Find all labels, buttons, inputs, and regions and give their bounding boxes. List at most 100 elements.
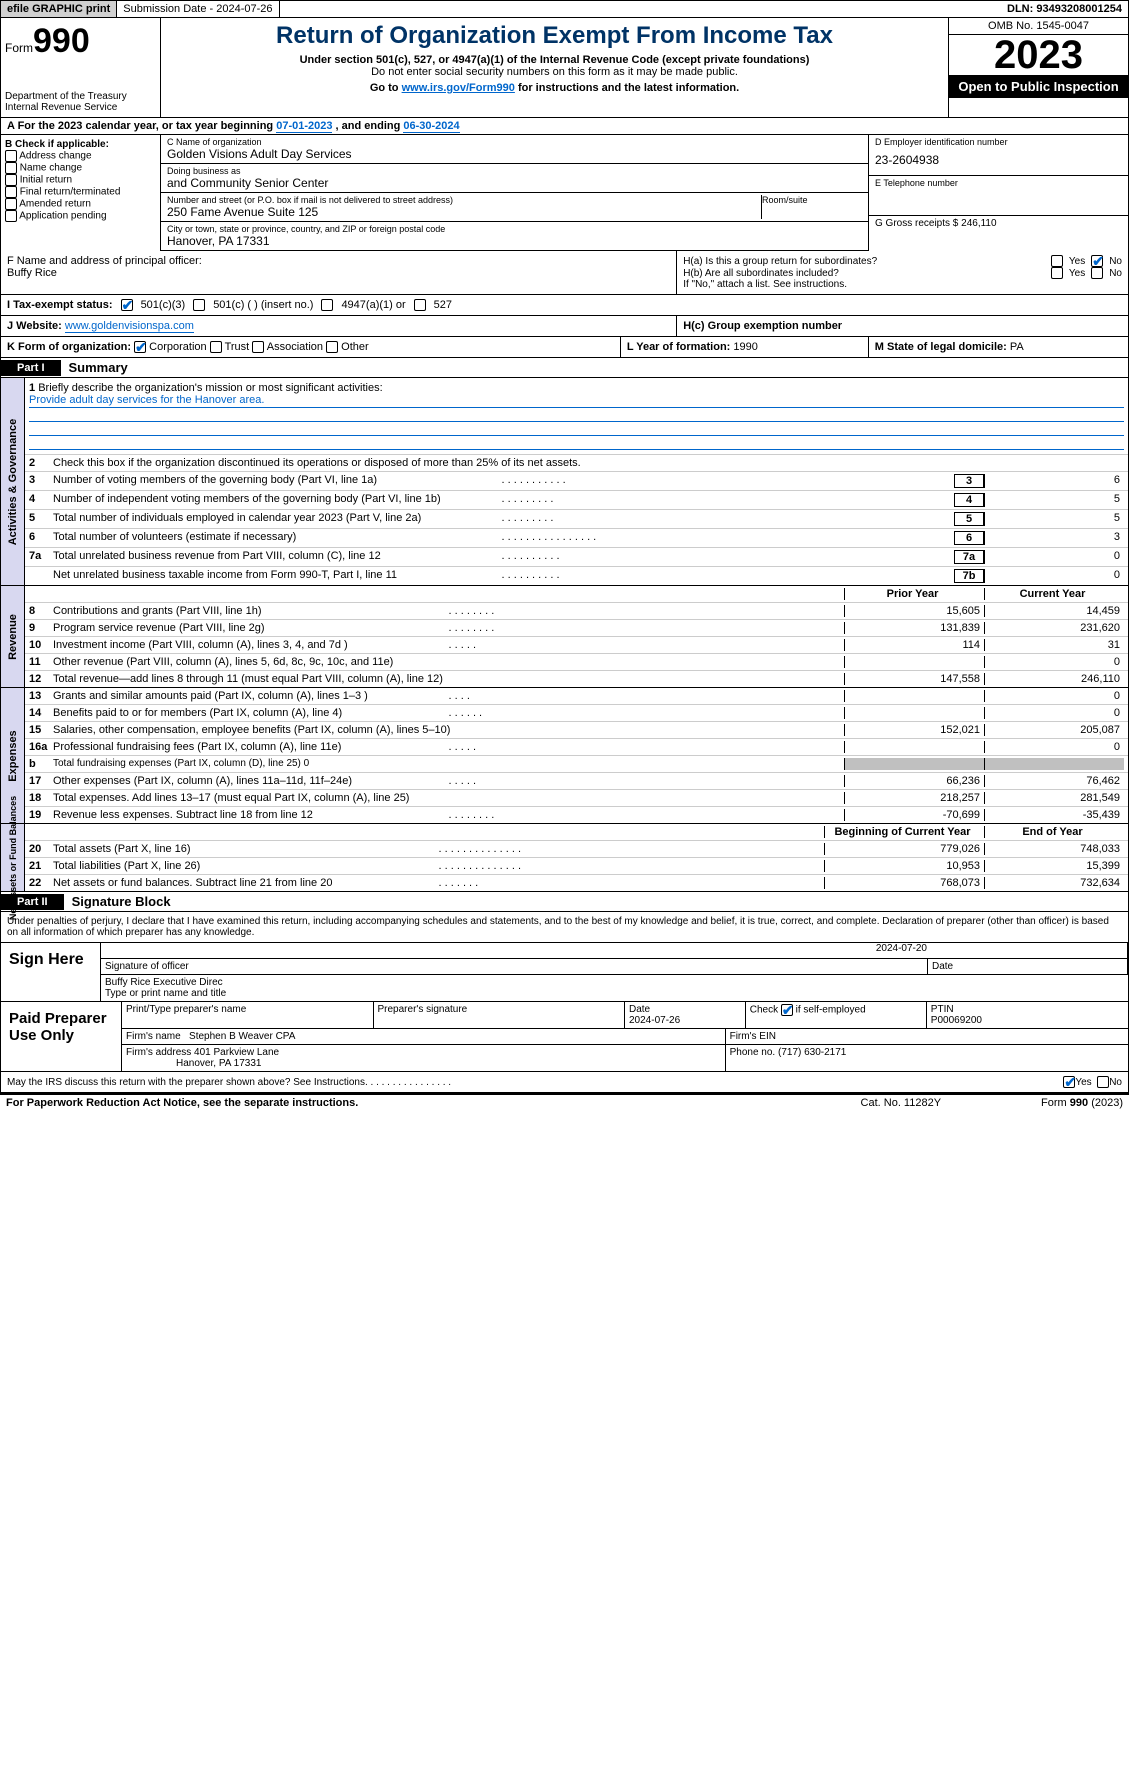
ha-yes[interactable] bbox=[1051, 255, 1063, 267]
street-label: Number and street (or P.O. box if mail i… bbox=[167, 195, 761, 205]
l11-curr: 0 bbox=[984, 656, 1124, 668]
open-public: Open to Public Inspection bbox=[949, 75, 1128, 98]
chk-name[interactable] bbox=[5, 162, 17, 174]
l22-prior: 768,073 bbox=[824, 877, 984, 889]
line6-val: 3 bbox=[984, 531, 1124, 545]
phone-label: E Telephone number bbox=[875, 178, 1122, 188]
period-row: A For the 2023 calendar year, or tax yea… bbox=[0, 118, 1129, 135]
form-number: 990 bbox=[33, 22, 90, 61]
l18-curr: 281,549 bbox=[984, 792, 1124, 804]
submission-date: Submission Date - 2024-07-26 bbox=[117, 1, 279, 17]
firm-addr1: 401 Parkview Lane bbox=[194, 1047, 279, 1058]
goto: Go to www.irs.gov/Form990 for instructio… bbox=[169, 82, 940, 94]
line4-val: 5 bbox=[984, 493, 1124, 507]
pra-notice: For Paperwork Reduction Act Notice, see … bbox=[6, 1097, 861, 1109]
l19-prior: -70,699 bbox=[844, 809, 984, 821]
line5-val: 5 bbox=[984, 512, 1124, 526]
i-label: I Tax-exempt status: bbox=[7, 299, 113, 311]
topbar: efile GRAPHIC print Submission Date - 20… bbox=[0, 0, 1129, 18]
chk-assoc[interactable] bbox=[252, 341, 264, 353]
city: Hanover, PA 17331 bbox=[167, 234, 862, 248]
l20-prior: 779,026 bbox=[824, 843, 984, 855]
l10-curr: 31 bbox=[984, 639, 1124, 651]
room-label: Room/suite bbox=[762, 195, 862, 205]
chk-pending[interactable] bbox=[5, 210, 17, 222]
officer-label: F Name and address of principal officer: bbox=[7, 255, 670, 267]
firm-phone: (717) 630-2171 bbox=[778, 1047, 846, 1058]
l20-curr: 748,033 bbox=[984, 843, 1124, 855]
chk-address[interactable] bbox=[5, 150, 17, 162]
officer-typed: Buffy Rice Executive Direc bbox=[105, 977, 1124, 988]
line7a-val: 0 bbox=[984, 550, 1124, 564]
id-block: B Check if applicable: Address change Na… bbox=[0, 135, 1129, 251]
sig-date-val: 2024-07-20 bbox=[101, 943, 1127, 959]
name-label: C Name of organization bbox=[167, 137, 862, 147]
l8-curr: 14,459 bbox=[984, 605, 1124, 617]
ha-no[interactable] bbox=[1091, 255, 1103, 267]
sign-here-label: Sign Here bbox=[1, 943, 101, 1001]
l15-curr: 205,087 bbox=[984, 724, 1124, 736]
hb-yes[interactable] bbox=[1051, 267, 1063, 279]
chk-corp[interactable] bbox=[134, 341, 146, 353]
dba: and Community Senior Center bbox=[167, 176, 862, 190]
discuss-text: May the IRS discuss this return with the… bbox=[7, 1077, 1063, 1088]
street: 250 Fame Avenue Suite 125 bbox=[167, 205, 761, 219]
firm-name: Stephen B Weaver CPA bbox=[189, 1031, 295, 1042]
ssn-note: Do not enter social security numbers on … bbox=[169, 66, 940, 78]
l22-curr: 732,634 bbox=[984, 877, 1124, 889]
chk-self-emp[interactable] bbox=[781, 1004, 793, 1016]
prep-date: 2024-07-26 bbox=[629, 1015, 680, 1026]
box-b-label: B Check if applicable: bbox=[5, 139, 156, 150]
hc-label: H(c) Group exemption number bbox=[683, 320, 842, 332]
form-label: Form bbox=[5, 41, 33, 55]
hb-label: H(b) Are all subordinates included? bbox=[683, 268, 1045, 279]
l11-prior bbox=[844, 656, 984, 668]
l15-prior: 152,021 bbox=[844, 724, 984, 736]
tax-year: 2023 bbox=[949, 35, 1128, 75]
l12-curr: 246,110 bbox=[984, 673, 1124, 685]
sec-activities: Activities & Governance bbox=[7, 418, 19, 545]
chk-trust[interactable] bbox=[210, 341, 222, 353]
efile-print-button[interactable]: efile GRAPHIC print bbox=[1, 1, 117, 17]
l21-curr: 15,399 bbox=[984, 860, 1124, 872]
l19-curr: -35,439 bbox=[984, 809, 1124, 821]
part1-title: Summary bbox=[61, 358, 136, 377]
line3-val: 6 bbox=[984, 474, 1124, 488]
discuss-no[interactable] bbox=[1097, 1076, 1109, 1088]
chk-4947[interactable] bbox=[321, 299, 333, 311]
discuss-yes[interactable] bbox=[1063, 1076, 1075, 1088]
l9-prior: 131,839 bbox=[844, 622, 984, 634]
chk-other[interactable] bbox=[326, 341, 338, 353]
chk-501c3[interactable] bbox=[121, 299, 133, 311]
l16a-curr: 0 bbox=[984, 741, 1124, 753]
chk-amended[interactable] bbox=[5, 198, 17, 210]
goto-link[interactable]: www.irs.gov/Form990 bbox=[402, 82, 515, 94]
year-formation: 1990 bbox=[733, 341, 757, 353]
declaration: Under penalties of perjury, I declare th… bbox=[1, 912, 1128, 942]
dln: DLN: 93493208001254 bbox=[1001, 1, 1128, 17]
sec-revenue: Revenue bbox=[7, 614, 19, 660]
part1-hdr: Part I bbox=[1, 360, 61, 376]
ein: 23-2604938 bbox=[875, 147, 1122, 173]
j-label: J Website: bbox=[7, 320, 62, 332]
dba-label: Doing business as bbox=[167, 166, 862, 176]
ein-label: D Employer identification number bbox=[875, 137, 1122, 147]
hb-note: If "No," attach a list. See instructions… bbox=[683, 279, 1122, 290]
org-name: Golden Visions Adult Day Services bbox=[167, 147, 862, 161]
chk-final[interactable] bbox=[5, 186, 17, 198]
gross-receipts: 246,110 bbox=[961, 218, 996, 229]
website[interactable]: www.goldenvisionspa.com bbox=[65, 320, 194, 333]
form-footer: Form 990 (2023) bbox=[1041, 1097, 1123, 1109]
hb-no[interactable] bbox=[1091, 267, 1103, 279]
l8-prior: 15,605 bbox=[844, 605, 984, 617]
sec-netassets: Net Assets or Fund Balances bbox=[8, 795, 18, 919]
line7b-val: 0 bbox=[984, 569, 1124, 583]
chk-initial[interactable] bbox=[5, 174, 17, 186]
chk-501c[interactable] bbox=[193, 299, 205, 311]
officer-name: Buffy Rice bbox=[7, 267, 670, 279]
gross-label: G Gross receipts $ bbox=[875, 218, 958, 229]
subtitle: Under section 501(c), 527, or 4947(a)(1)… bbox=[169, 54, 940, 66]
l13-curr: 0 bbox=[984, 690, 1124, 702]
chk-527[interactable] bbox=[414, 299, 426, 311]
part2-title: Signature Block bbox=[64, 892, 179, 911]
